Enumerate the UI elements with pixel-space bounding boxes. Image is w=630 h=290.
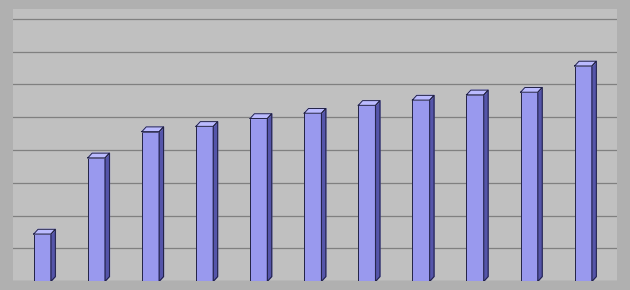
Polygon shape [196, 122, 217, 126]
Polygon shape [267, 114, 272, 281]
Polygon shape [51, 229, 55, 281]
Bar [88, 158, 105, 281]
Bar [196, 126, 214, 281]
Polygon shape [484, 90, 488, 281]
Bar [33, 234, 51, 281]
Polygon shape [250, 114, 272, 119]
Bar [250, 119, 267, 281]
Polygon shape [321, 108, 326, 281]
Bar [575, 66, 592, 281]
Polygon shape [430, 95, 434, 281]
Polygon shape [413, 95, 434, 100]
Polygon shape [538, 88, 542, 281]
Polygon shape [592, 61, 597, 281]
Bar [142, 132, 159, 281]
Polygon shape [214, 122, 217, 281]
Bar [520, 92, 538, 281]
Polygon shape [304, 108, 326, 113]
Polygon shape [159, 127, 164, 281]
Polygon shape [358, 101, 380, 105]
Polygon shape [88, 153, 110, 158]
Bar [413, 100, 430, 281]
Bar [304, 113, 321, 281]
Polygon shape [466, 90, 488, 95]
Polygon shape [575, 61, 597, 66]
Polygon shape [142, 127, 164, 132]
Polygon shape [105, 153, 110, 281]
Polygon shape [375, 101, 380, 281]
Polygon shape [520, 88, 542, 92]
Bar [358, 105, 375, 281]
Bar [466, 95, 484, 281]
Polygon shape [33, 229, 55, 234]
